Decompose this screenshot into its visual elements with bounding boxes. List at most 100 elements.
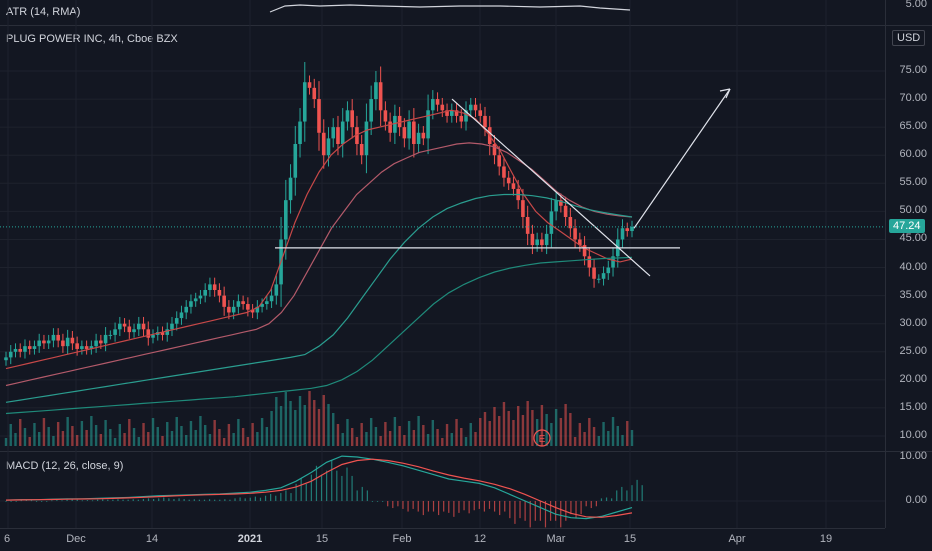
candle-body bbox=[478, 110, 483, 116]
macd-histogram-bar bbox=[438, 501, 440, 516]
macd-axis-tick: 10.00 bbox=[899, 450, 927, 462]
volume-bar bbox=[37, 432, 41, 446]
candle-body bbox=[65, 337, 70, 347]
macd-histogram-bar bbox=[376, 501, 379, 502]
macd-histogram-bar bbox=[544, 501, 547, 528]
volume-bar bbox=[626, 421, 629, 446]
candle-body bbox=[122, 323, 127, 327]
macd-indicator-label[interactable]: MACD (12, 26, close, 9) bbox=[6, 460, 124, 472]
macd-histogram-bar bbox=[443, 501, 445, 512]
macd-histogram-bar bbox=[198, 499, 200, 501]
atr-panel-divider[interactable] bbox=[0, 25, 932, 26]
volume-bar bbox=[398, 426, 401, 446]
macd-histogram-bar bbox=[46, 501, 48, 502]
volume-bar bbox=[123, 433, 126, 446]
candle-body bbox=[89, 346, 94, 349]
candle-body bbox=[468, 104, 473, 111]
candle-body bbox=[307, 82, 312, 88]
volume-bar bbox=[350, 428, 354, 446]
candle-body bbox=[293, 144, 298, 178]
atr-indicator-label[interactable]: ATR (14, RMA) bbox=[6, 6, 81, 18]
candle-body bbox=[13, 348, 18, 352]
volume-bar bbox=[531, 410, 534, 446]
macd-histogram-bar bbox=[468, 501, 470, 514]
volume-bar bbox=[540, 405, 544, 446]
macd-histogram-bar bbox=[76, 499, 78, 501]
time-axis-tick: Mar bbox=[546, 533, 566, 545]
candle-body bbox=[288, 177, 293, 201]
candle-body bbox=[127, 326, 132, 333]
macd-panel[interactable]: MACD (12, 26, close, 9) bbox=[0, 452, 885, 528]
macd-histogram-bar bbox=[107, 499, 109, 501]
candle-body bbox=[113, 329, 117, 335]
macd-histogram-bar bbox=[5, 501, 7, 502]
candle-body bbox=[236, 301, 241, 307]
candle-body bbox=[56, 334, 60, 341]
macd-histogram-bar bbox=[555, 501, 557, 521]
macd-histogram-bar bbox=[534, 501, 536, 521]
macd-histogram-bar bbox=[219, 499, 221, 501]
candle-body bbox=[492, 144, 497, 156]
volume-bar bbox=[199, 416, 202, 446]
candle-body bbox=[369, 99, 373, 122]
macd-histogram-bar bbox=[203, 499, 206, 501]
macd-histogram-bar bbox=[188, 499, 190, 501]
chart-canvas[interactable]: E bbox=[0, 0, 885, 528]
candle-body bbox=[27, 346, 32, 349]
macd-histogram-bar bbox=[427, 501, 430, 512]
time-axis[interactable] bbox=[0, 528, 885, 551]
currency-badge[interactable]: USD bbox=[892, 30, 926, 46]
volume-bar bbox=[222, 438, 226, 446]
candle-body bbox=[402, 127, 407, 139]
macd-histogram-bar bbox=[61, 500, 63, 502]
volume-bar bbox=[564, 404, 567, 446]
volume-bar bbox=[132, 428, 136, 446]
atr-panel[interactable]: ATR (14, RMA) bbox=[0, 0, 885, 25]
time-axis-tick: Apr bbox=[728, 533, 746, 545]
volume-bar bbox=[61, 431, 65, 446]
volume-bar bbox=[128, 419, 131, 446]
volume-bar bbox=[275, 397, 278, 446]
volume-bar bbox=[526, 401, 529, 446]
macd-histogram-bar bbox=[86, 500, 89, 501]
macd-histogram-bar bbox=[509, 501, 511, 519]
volume-bar bbox=[460, 428, 463, 446]
macd-histogram-bar bbox=[71, 499, 73, 501]
trendline bbox=[451, 98, 651, 277]
volume-bar bbox=[147, 432, 150, 446]
candle-body bbox=[269, 295, 274, 302]
candle-body bbox=[302, 82, 307, 122]
volume-bar bbox=[90, 416, 93, 446]
candle-body bbox=[449, 110, 454, 116]
candle-body bbox=[421, 132, 426, 139]
candle-body bbox=[312, 87, 317, 100]
volume-bar bbox=[445, 424, 449, 446]
price-axis[interactable]: 5.00 USD 75.00 70.00 65.00 60.00 55.00 50.00 4… bbox=[885, 0, 932, 528]
candle-body bbox=[179, 312, 184, 319]
symbol-label[interactable]: PLUG POWER INC, 4h, Cboe BZX bbox=[6, 33, 178, 45]
candle-body bbox=[630, 226, 634, 232]
volume-bar bbox=[388, 431, 392, 446]
candle-body bbox=[136, 323, 141, 330]
price-panel[interactable]: PLUG POWER INC, 4h, Cboe BZX bbox=[0, 26, 885, 451]
candle-body bbox=[284, 200, 288, 240]
volume-bar bbox=[170, 431, 174, 446]
macd-histogram-bar bbox=[15, 501, 17, 502]
macd-histogram-bar bbox=[549, 501, 552, 521]
volume-bar bbox=[483, 412, 487, 446]
macd-histogram-bar bbox=[397, 501, 399, 507]
candle-body bbox=[8, 351, 13, 358]
volume-bar bbox=[52, 436, 55, 446]
macd-histogram-bar bbox=[560, 501, 562, 528]
macd-histogram-bar bbox=[392, 501, 394, 509]
candle-body bbox=[37, 340, 41, 347]
volume-bar bbox=[175, 417, 178, 446]
macd-panel-divider[interactable] bbox=[0, 451, 932, 452]
candle-body bbox=[42, 340, 46, 344]
volume-bar bbox=[535, 419, 539, 446]
volume-bar bbox=[327, 404, 330, 446]
volume-bar bbox=[9, 424, 12, 446]
macd-histogram-bar bbox=[326, 470, 328, 501]
candle-body bbox=[108, 334, 113, 336]
volume-bar bbox=[166, 422, 169, 446]
